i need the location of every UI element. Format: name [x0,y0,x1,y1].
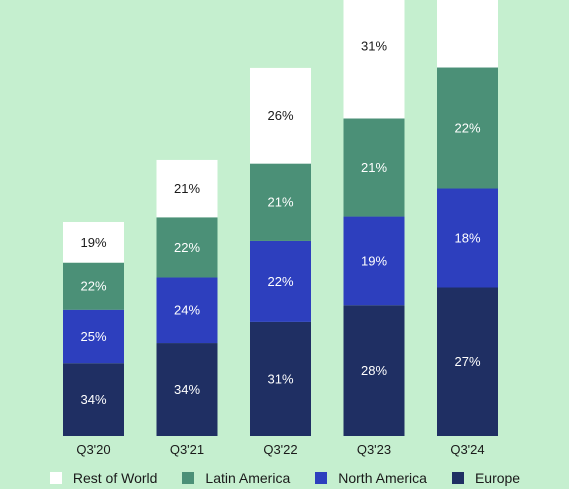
data-label-rest-of-world-1: 21% [174,181,200,196]
bar-segment-latin-america-4 [437,67,498,189]
legend-label-north-america: North America [338,470,427,486]
bar-segment-latin-america-2 [250,163,311,241]
x-tick-label-0: Q3'20 [76,442,110,457]
x-tick-label-4: Q3'24 [450,442,484,457]
bar-segment-rest-of-world-1 [156,159,218,218]
data-label-europe-4: 27% [454,354,480,369]
legend-swatch-rest-of-world [48,471,63,485]
data-label-north-america-4: 18% [454,230,480,245]
data-label-latin-america-0: 22% [80,279,106,294]
legend-item-rest-of-world: Rest of World [48,470,158,486]
legend-swatch-north-america [314,471,329,485]
bar-segment-north-america-3 [343,216,405,306]
x-tick-label-1: Q3'21 [170,442,204,457]
x-tick-label-2: Q3'22 [263,442,297,457]
data-label-rest-of-world-0: 19% [80,235,106,250]
bar-segment-north-america-1 [156,277,218,344]
bar-segment-europe-2 [250,321,311,436]
data-label-europe-1: 34% [174,382,200,397]
legend-item-north-america: North America [314,470,427,486]
data-label-europe-2: 31% [267,371,293,386]
x-tick-label-3: Q3'23 [357,442,391,457]
legend-item-europe: Europe [450,470,521,486]
data-label-latin-america-1: 22% [174,240,200,255]
bar-segment-europe-0 [63,363,124,436]
legend: Rest of World Latin America North Americ… [0,468,569,488]
data-label-rest-of-world-2: 26% [267,108,293,123]
data-label-north-america-1: 24% [174,303,200,318]
bar-segment-rest-of-world-2 [250,67,311,164]
bar-segment-rest-of-world-3 [343,0,405,119]
legend-swatch-europe [450,471,465,485]
bar-segment-latin-america-3 [343,118,405,217]
data-label-north-america-0: 25% [80,329,106,344]
bar-segment-latin-america-1 [156,217,218,278]
bar-segment-europe-4 [437,287,498,436]
data-label-latin-america-2: 21% [267,195,293,210]
bar-segment-north-america-0 [63,309,124,364]
data-label-europe-3: 28% [361,363,387,378]
data-label-latin-america-3: 21% [361,160,387,175]
data-label-latin-america-4: 22% [454,120,480,135]
data-label-europe-0: 34% [80,392,106,407]
data-label-north-america-2: 22% [267,274,293,289]
legend-label-rest-of-world: Rest of World [72,470,158,486]
bar-segment-europe-3 [343,305,405,436]
legend-swatch-latin-america [181,471,196,485]
bar-segment-latin-america-0 [63,262,124,310]
data-label-north-america-3: 19% [361,253,387,268]
data-label-rest-of-world-3: 31% [361,39,387,54]
bar-segment-europe-1 [156,343,218,436]
legend-label-latin-america: Latin America [205,470,291,486]
bar-segment-north-america-2 [250,240,311,322]
bar-segment-rest-of-world-4 [437,0,498,68]
bar-segment-rest-of-world-0 [63,222,124,263]
legend-item-latin-america: Latin America [181,470,290,486]
bar-segment-north-america-4 [437,188,498,288]
stacked-bar-chart: 34% 25% 22% 19% Q3'20 34% 24% 22% 21% Q3'21 31% 22%… [63,0,498,457]
legend-label-europe: Europe [474,470,521,486]
